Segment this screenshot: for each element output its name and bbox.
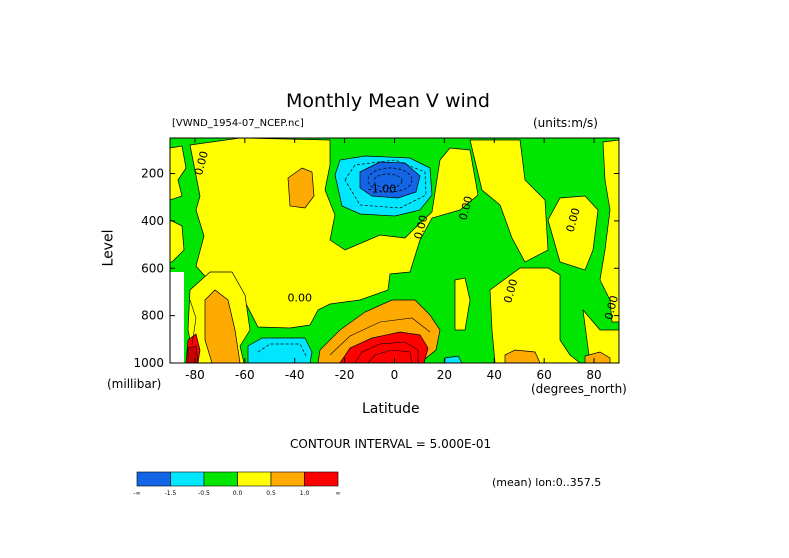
y-axis-title: Level xyxy=(100,229,117,267)
x-tick-label: -40 xyxy=(285,368,305,382)
field-yellow-right-lower xyxy=(489,267,581,363)
y-tick-label: 600 xyxy=(141,261,164,275)
axes: -80 -60 -40 -20 0 20 40 60 80 200 400 600 800 1000 xyxy=(133,138,619,382)
field-dark-red-corner xyxy=(187,345,199,363)
x-tick-label: 80 xyxy=(586,368,601,382)
contour-label: 0.00 xyxy=(457,195,476,222)
field-yellow-mid-lower xyxy=(454,277,471,331)
contour-label: 0.00 xyxy=(564,206,583,233)
colorbar-swatch xyxy=(304,471,339,487)
y-units-label: (millibar) xyxy=(107,377,162,391)
x-tick-label: -80 xyxy=(185,368,205,382)
field-yellow-left-mid xyxy=(170,219,185,263)
colorbar-label: -1.5 xyxy=(165,490,177,497)
missing-data-region xyxy=(170,272,184,363)
colorbar-swatch xyxy=(203,471,238,487)
contour-label: 0.00 xyxy=(412,214,431,241)
colorbar: -∞ -1.5 -0.5 0.0 0.5 1.0 ∞ xyxy=(133,471,341,497)
field-yellow-far-right xyxy=(599,139,619,323)
field-yellow-right-lower2 xyxy=(582,308,619,363)
colorbar-label: -∞ xyxy=(133,490,140,497)
contour-dashed-2 xyxy=(373,173,403,189)
mean-lon-label: (mean) lon:0..357.5 xyxy=(492,476,602,489)
x-tick-label: -60 xyxy=(235,368,255,382)
contour-label-layer: 0.00 -1.00 0.00 0.00 0.00 0.00 0.00 0.00 xyxy=(192,150,621,322)
x-tick-label: 60 xyxy=(537,368,552,382)
chart-title: Monthly Mean V wind xyxy=(286,90,490,112)
field-orange-upper xyxy=(287,167,315,209)
contour-label: 0.00 xyxy=(602,294,621,321)
contour-label: -1.00 xyxy=(368,182,396,195)
contour-pos-1 xyxy=(354,341,419,363)
contour-interval-label: CONTOUR INTERVAL = 5.000E-01 xyxy=(290,437,492,451)
colorbar-label: 1.0 xyxy=(300,490,310,497)
contour-pos-2 xyxy=(367,349,413,363)
x-tick-label: 0 xyxy=(391,368,399,382)
field-orange-left-lower xyxy=(204,289,241,363)
contour-dashed-4 xyxy=(257,343,307,357)
field-orange-far-right-lower xyxy=(584,351,611,363)
field-orange-right-lower xyxy=(504,349,541,363)
field-yellow-left-top xyxy=(170,145,187,201)
contour-label: 0.00 xyxy=(501,278,520,305)
colorbar-label: -0.5 xyxy=(198,490,210,497)
x-units-label: (degrees_north) xyxy=(531,382,627,396)
contour-label: 0.00 xyxy=(287,291,312,304)
contour-pos-3 xyxy=(329,317,431,356)
colorbar-swatch xyxy=(136,471,171,487)
contour-dashed-3 xyxy=(344,159,427,209)
field-red-core xyxy=(339,331,429,363)
contour-dashed-1 xyxy=(367,167,413,193)
colorbar-label: ∞ xyxy=(336,490,341,497)
field-cyan-lower xyxy=(247,337,313,363)
contour-pos-4 xyxy=(189,299,197,346)
colorbar-label: 0.5 xyxy=(266,490,276,497)
y-tick-label: 800 xyxy=(141,309,164,323)
x-tick-label: -20 xyxy=(335,368,355,382)
field-yellow-right-upper xyxy=(469,139,549,263)
colorbar-swatch xyxy=(270,471,305,487)
dataset-label: [VWND_1954-07_NCEP.nc] xyxy=(172,118,304,129)
x-tick-label: 40 xyxy=(487,368,502,382)
colorbar-label: 0.0 xyxy=(233,490,243,497)
colorbar-swatch xyxy=(170,471,205,487)
colorbar-swatch xyxy=(237,471,272,487)
y-tick-label: 200 xyxy=(141,167,164,181)
contour-label: 0.00 xyxy=(192,150,211,177)
units-label: (units:m/s) xyxy=(533,116,598,130)
x-tick-label: 20 xyxy=(437,368,452,382)
x-axis-title: Latitude xyxy=(362,401,420,417)
contour-fields xyxy=(170,138,619,363)
field-cyan-small xyxy=(444,355,463,363)
field-yellow-right-mid xyxy=(547,195,599,271)
y-tick-label: 1000 xyxy=(133,356,164,370)
y-tick-label: 400 xyxy=(141,214,164,228)
